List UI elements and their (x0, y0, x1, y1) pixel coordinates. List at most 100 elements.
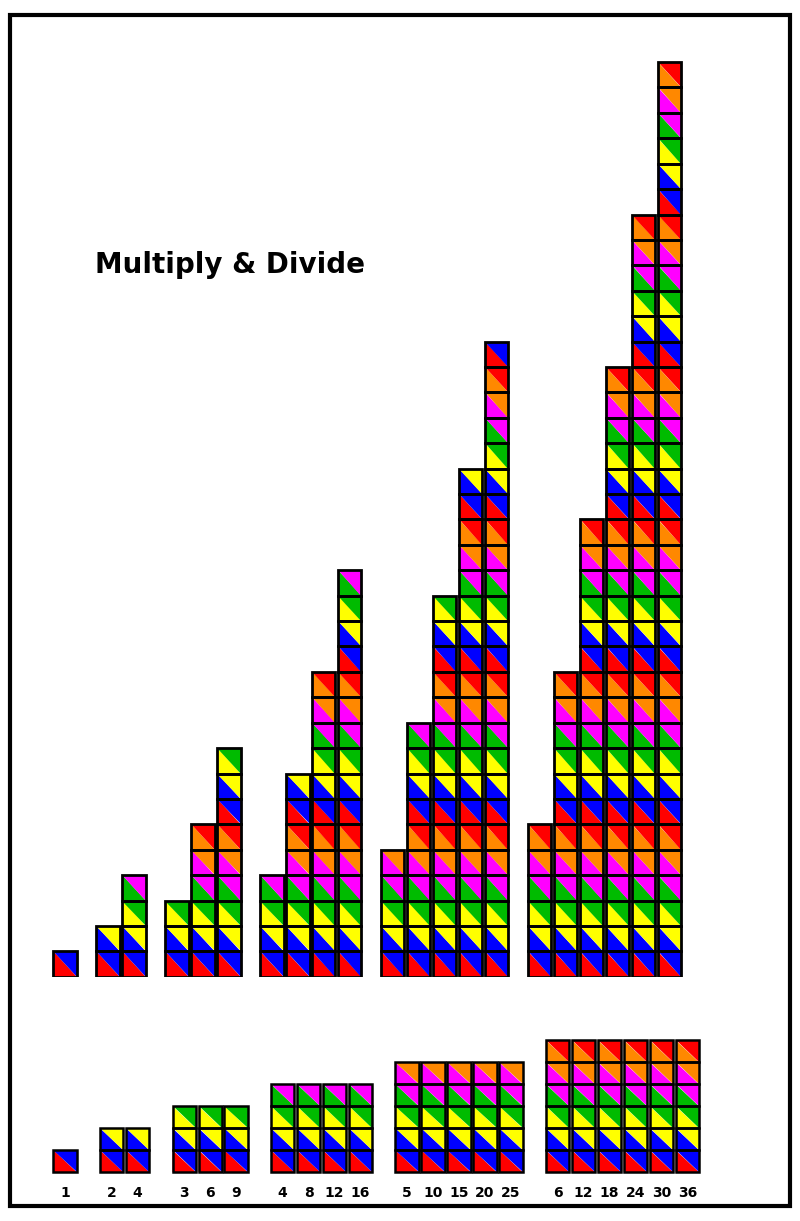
Polygon shape (485, 519, 508, 545)
Polygon shape (650, 1040, 673, 1062)
Polygon shape (606, 646, 629, 672)
Polygon shape (271, 1106, 294, 1128)
Bar (624, 1128, 647, 1150)
Polygon shape (485, 443, 508, 469)
Polygon shape (338, 748, 362, 774)
Polygon shape (433, 646, 456, 672)
Polygon shape (198, 1150, 222, 1172)
Polygon shape (658, 875, 681, 901)
Polygon shape (499, 1062, 522, 1084)
Text: 12: 12 (574, 1186, 594, 1199)
Polygon shape (191, 901, 214, 926)
Polygon shape (485, 418, 508, 443)
Bar (260, 901, 283, 926)
Polygon shape (191, 824, 214, 850)
Bar (676, 1106, 699, 1128)
Polygon shape (658, 850, 681, 875)
Polygon shape (122, 951, 146, 977)
Text: 18: 18 (600, 1186, 619, 1199)
Bar (218, 875, 241, 901)
Polygon shape (554, 774, 577, 799)
Bar (407, 723, 430, 748)
Polygon shape (312, 926, 335, 951)
Polygon shape (485, 774, 508, 799)
Polygon shape (632, 392, 655, 418)
Polygon shape (606, 495, 629, 519)
Polygon shape (122, 926, 146, 951)
Polygon shape (606, 443, 629, 469)
Polygon shape (658, 951, 681, 977)
Polygon shape (198, 1128, 222, 1150)
Bar (632, 926, 655, 951)
Bar (433, 951, 456, 977)
Polygon shape (658, 418, 681, 443)
Bar (271, 1084, 294, 1106)
Bar (632, 392, 655, 418)
Polygon shape (459, 774, 482, 799)
Bar (346, 984, 365, 998)
Polygon shape (338, 926, 362, 951)
Bar (286, 774, 310, 799)
Polygon shape (225, 1106, 248, 1128)
Polygon shape (676, 1084, 699, 1106)
Polygon shape (658, 621, 681, 646)
Polygon shape (459, 951, 482, 977)
Polygon shape (433, 850, 456, 875)
Bar (650, 1062, 673, 1084)
Polygon shape (624, 1150, 647, 1172)
Polygon shape (225, 1150, 248, 1172)
Polygon shape (54, 1150, 77, 1172)
Polygon shape (658, 799, 681, 824)
Polygon shape (658, 239, 681, 265)
Polygon shape (580, 824, 603, 850)
Polygon shape (474, 1106, 497, 1128)
Bar (459, 850, 482, 875)
Polygon shape (312, 799, 335, 824)
Polygon shape (528, 824, 551, 850)
Bar (632, 495, 655, 519)
Bar (407, 799, 430, 824)
Bar (676, 1150, 699, 1172)
Polygon shape (485, 824, 508, 850)
Polygon shape (676, 1040, 699, 1062)
Bar (286, 926, 310, 951)
Bar (485, 723, 508, 748)
Polygon shape (554, 901, 577, 926)
Bar (606, 646, 629, 672)
Polygon shape (447, 1106, 470, 1128)
Polygon shape (606, 748, 629, 774)
Polygon shape (598, 1040, 621, 1062)
Polygon shape (632, 469, 655, 495)
Bar (606, 901, 629, 926)
Polygon shape (395, 1128, 418, 1150)
Polygon shape (632, 368, 655, 392)
Polygon shape (286, 951, 310, 977)
Polygon shape (580, 545, 603, 570)
Polygon shape (598, 1084, 621, 1106)
Polygon shape (312, 723, 335, 748)
Polygon shape (459, 875, 482, 901)
Polygon shape (323, 1128, 346, 1150)
Polygon shape (658, 164, 681, 189)
Polygon shape (312, 901, 335, 926)
Polygon shape (528, 951, 551, 977)
Text: 9: 9 (231, 1186, 241, 1199)
Polygon shape (632, 697, 655, 723)
Bar (658, 265, 681, 291)
Polygon shape (433, 672, 456, 697)
Bar (485, 368, 508, 392)
Bar (676, 1128, 699, 1150)
Polygon shape (338, 748, 362, 774)
Polygon shape (126, 1150, 150, 1172)
Polygon shape (126, 1128, 150, 1150)
Polygon shape (260, 926, 283, 951)
Bar (407, 926, 430, 951)
Polygon shape (632, 342, 655, 368)
Polygon shape (546, 1128, 569, 1150)
Polygon shape (338, 570, 362, 596)
Bar (368, 984, 387, 998)
Bar (312, 951, 335, 977)
Bar (433, 850, 456, 875)
Polygon shape (218, 926, 241, 951)
Text: 5: 5 (402, 1186, 412, 1199)
